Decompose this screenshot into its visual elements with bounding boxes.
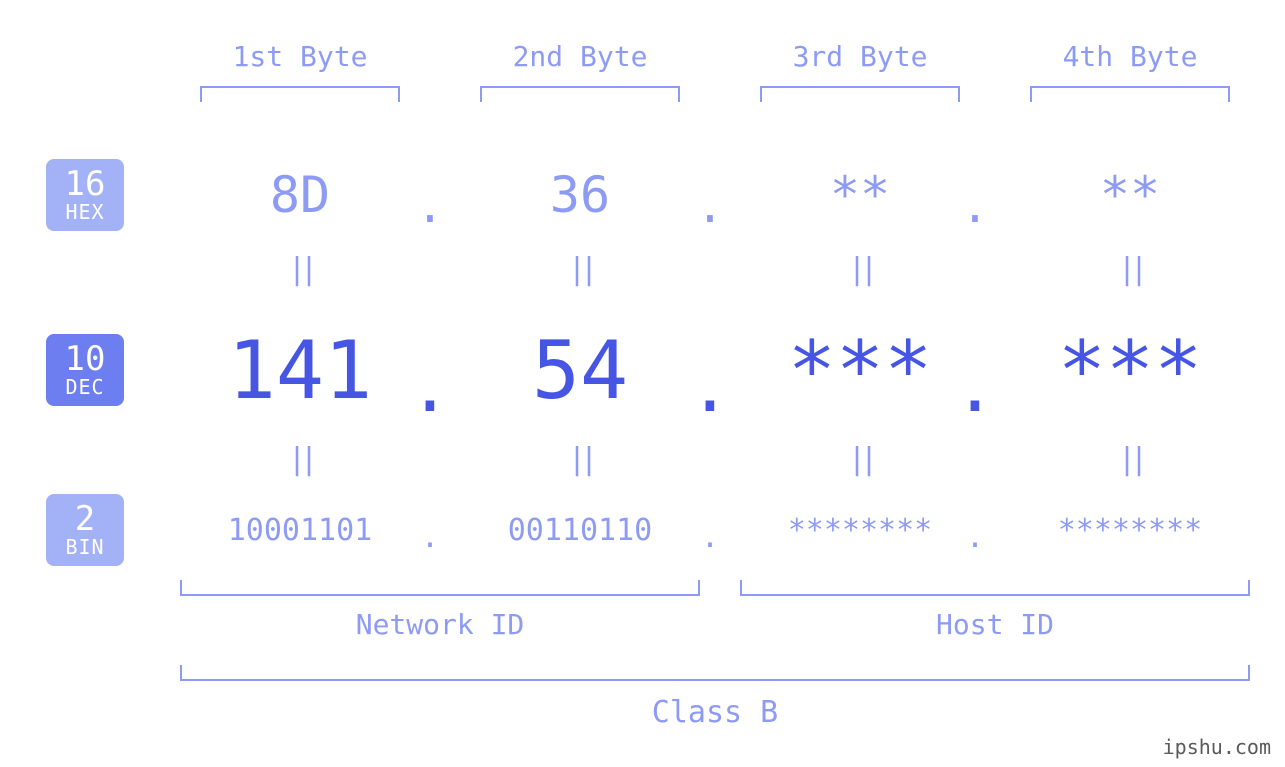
bin-byte-2: 00110110: [508, 513, 653, 548]
equals-upper-3: ||: [848, 252, 872, 287]
hex-dot-3: .: [961, 179, 989, 233]
badge-base-name-bin: BIN: [65, 537, 104, 558]
network-id-bracket: [180, 580, 700, 596]
equals-upper-4: ||: [1118, 252, 1142, 287]
dec-byte-3: ***: [788, 324, 933, 417]
host-id-label: Host ID: [936, 608, 1054, 641]
base-badge-hex: 16HEX: [46, 159, 124, 231]
byte-bracket-3: [760, 86, 960, 102]
bin-byte-4: ********: [1058, 513, 1203, 548]
bin-dot-2: .: [701, 520, 719, 555]
dec-byte-4: ***: [1058, 324, 1203, 417]
equals-lower-2: ||: [568, 442, 592, 477]
byte-label-3: 3rd Byte: [793, 40, 928, 73]
bin-byte-1: 10001101: [228, 513, 373, 548]
byte-label-1: 1st Byte: [233, 40, 368, 73]
badge-base-name-hex: HEX: [65, 202, 104, 223]
badge-base-name-dec: DEC: [65, 377, 104, 398]
hex-byte-3: **: [830, 166, 890, 224]
byte-bracket-4: [1030, 86, 1230, 102]
equals-upper-2: ||: [568, 252, 592, 287]
equals-lower-3: ||: [848, 442, 872, 477]
class-bracket: [180, 665, 1250, 681]
dec-byte-2: 54: [532, 324, 628, 417]
equals-lower-1: ||: [288, 442, 312, 477]
network-id-label: Network ID: [356, 608, 525, 641]
equals-lower-4: ||: [1118, 442, 1142, 477]
hex-byte-4: **: [1100, 166, 1160, 224]
dec-byte-1: 141: [228, 324, 373, 417]
bin-dot-1: .: [421, 520, 439, 555]
byte-label-4: 4th Byte: [1063, 40, 1198, 73]
bin-dot-3: .: [966, 520, 984, 555]
dec-dot-1: .: [409, 346, 451, 428]
host-id-bracket: [740, 580, 1250, 596]
byte-bracket-1: [200, 86, 400, 102]
hex-dot-1: .: [416, 179, 444, 233]
equals-upper-1: ||: [288, 252, 312, 287]
dec-dot-2: .: [689, 346, 731, 428]
byte-bracket-2: [480, 86, 680, 102]
class-label: Class B: [652, 695, 778, 730]
bin-byte-3: ********: [788, 513, 933, 548]
badge-base-number-bin: 2: [75, 502, 95, 538]
hex-byte-2: 36: [550, 166, 610, 224]
dec-dot-3: .: [954, 346, 996, 428]
hex-byte-1: 8D: [270, 166, 330, 224]
byte-label-2: 2nd Byte: [513, 40, 648, 73]
hex-dot-2: .: [696, 179, 724, 233]
base-badge-bin: 2BIN: [46, 494, 124, 566]
watermark: ipshu.com: [1163, 735, 1271, 759]
base-badge-dec: 10DEC: [46, 334, 124, 406]
badge-base-number-hex: 16: [65, 167, 106, 203]
badge-base-number-dec: 10: [65, 342, 106, 378]
